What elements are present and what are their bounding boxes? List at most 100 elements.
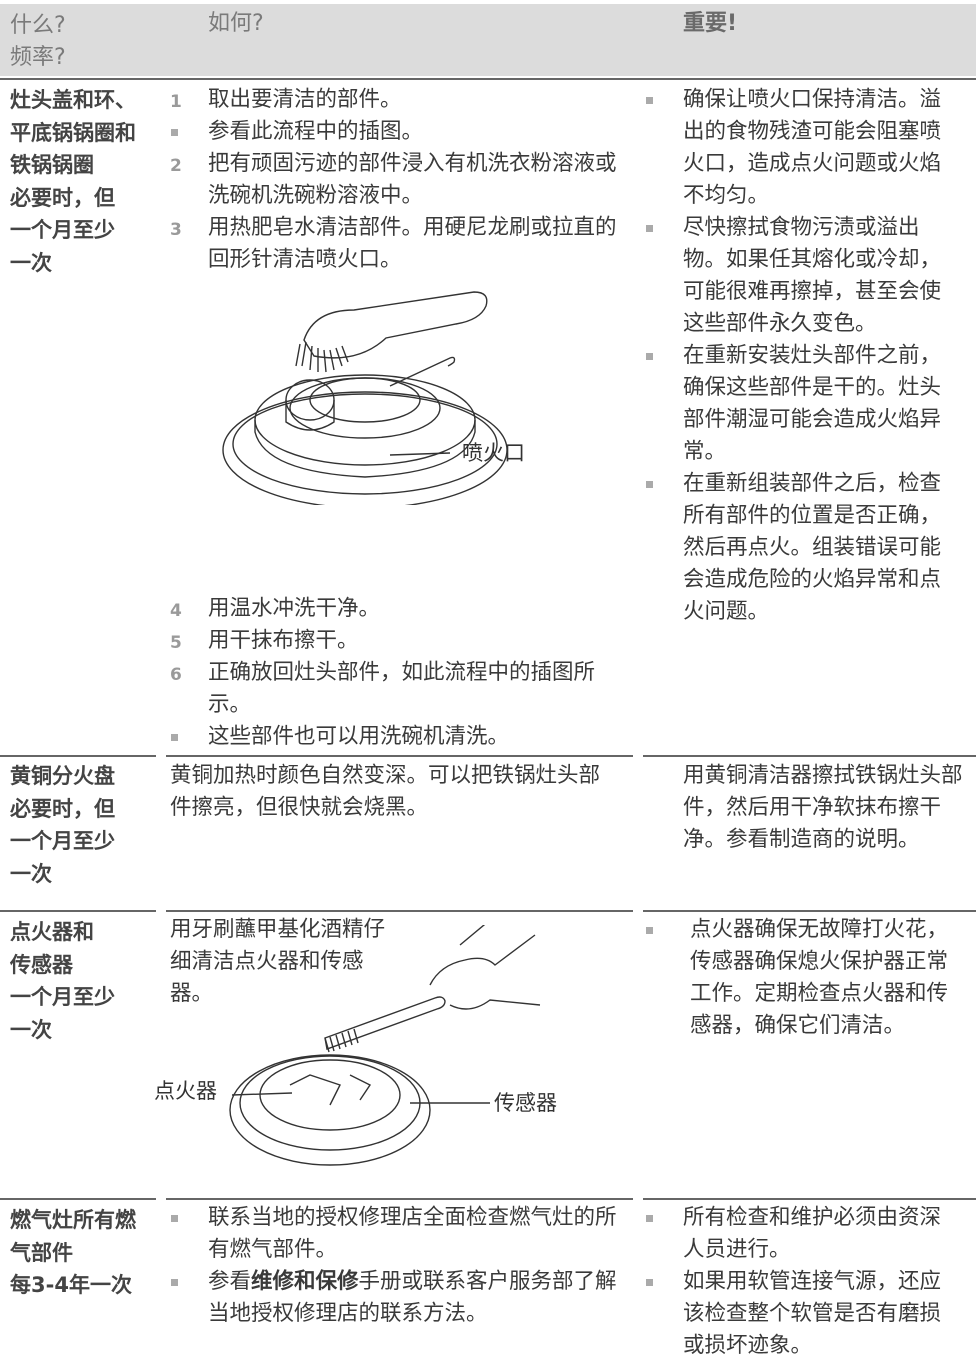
step-text: 用温水冲洗干净。 (208, 596, 381, 621)
item-line: 一次 (10, 250, 52, 275)
bullet (646, 1279, 653, 1286)
item-line: 黄铜分火盘 (10, 764, 115, 788)
frequency-cell: 灶头盖和环、 平底锅锅圈和 铁锅锅圈 必要时，但 一个月至少 一次 (10, 84, 160, 279)
text-part: 参看 (208, 1269, 252, 1294)
bullet (171, 1215, 178, 1222)
header-bar (0, 4, 976, 76)
list-item: 如果用软管连接气源，还应该检查整个软管是否有磨损或损坏迹象。 (645, 1266, 961, 1362)
item-line: 一个月至少 (10, 829, 115, 853)
figure-label: 点火器 (154, 1079, 217, 1103)
item-line: 燃气灶所有燃 (10, 1208, 136, 1232)
list: 联系当地的授权修理店全面检查燃气灶的所有燃气部件。 参看维修和保修手册或联系客户服… (170, 1202, 622, 1330)
row-separator (643, 1198, 976, 1200)
item-line: 每3-4年一次 (10, 1273, 132, 1297)
row-separator (166, 910, 633, 912)
list: 点火器确保无故障打火花，传感器确保熄火保护器正常工作。定期检查点火器和传感器，确… (645, 914, 965, 1042)
row-separator (643, 910, 976, 912)
list-item: 5 用干抹布擦干。 (170, 625, 622, 657)
step-text: 这些部件也可以用洗碗机清洗。 (208, 724, 510, 749)
step-text: 参看此流程中的插图。 (208, 119, 424, 144)
bullet (171, 734, 178, 741)
bullet-text: 如果用软管连接气源，还应该检查整个软管是否有磨损或损坏迹象。 (683, 1269, 942, 1358)
header-text: 什么? (10, 13, 66, 38)
step-number: 5 (170, 633, 182, 653)
list: 确保让喷火口保持清洁。溢出的食物残渣可能会阻塞喷火口，造成点火问题或火焰不均匀。… (645, 84, 961, 628)
bullet-text: 点火器确保无故障打火花，传感器确保熄火保护器正常工作。定期检查点火器和传感器，确… (690, 917, 949, 1038)
step-text: 取出要清洁的部件。 (208, 87, 402, 112)
bullet (646, 1215, 653, 1222)
list-item: 联系当地的授权修理店全面检查燃气灶的所有燃气部件。 (170, 1202, 622, 1266)
step-number: 6 (170, 665, 182, 685)
list-item: 在重新安装灶头部件之前，确保这些部件是干的。灶头部件潮湿可能会造成火焰异常。 (645, 340, 961, 468)
row-separator (166, 755, 633, 757)
item-line: 一个月至少 (10, 218, 115, 242)
bullet-text: 在重新安装灶头部件之前，确保这些部件是干的。灶头部件潮湿可能会造成火焰异常。 (683, 343, 942, 464)
frequency-cell: 点火器和 传感器 一个月至少 一次 (10, 916, 160, 1046)
item-line: 点火器和 (10, 920, 94, 944)
item-line: 传感器 (10, 952, 73, 977)
list-item: 尽快擦拭食物污渍或溢出物。如果任其熔化或冷却，可能很难再擦掉，甚至会使这些部件永… (645, 212, 961, 340)
burner-illustration: 喷火口 (222, 291, 525, 505)
step-number: 4 (170, 601, 182, 621)
how-text: 黄铜加热时颜色自然变深。可以把铁锅灶头部件擦亮，但很快就会烧黑。 (170, 763, 601, 820)
item-line: 一次 (10, 1017, 52, 1042)
frequency-cell: 燃气灶所有燃 气部件每3-4年一次 (10, 1204, 160, 1302)
how-text: 用牙刷蘸甲基化酒精仔细清洁点火器和传感器。 (170, 917, 386, 1006)
list: 4 用温水冲洗干净。 5 用干抹布擦干。 6 正确放回灶头部件，如此流程中的插图所示。这些… (170, 593, 622, 753)
bullet-text: 在重新组装部件之后，检查所有部件的位置是否正确，然后再点火。组装错误可能会造成危… (683, 471, 942, 624)
list-item: 在重新组装部件之后，检查所有部件的位置是否正确，然后再点火。组装错误可能会造成危… (645, 468, 961, 628)
step-text: 用热肥皂水清洁部件。用硬尼龙刷或拉直的回形针清洁喷火口。 (208, 215, 617, 272)
bullet (646, 225, 653, 232)
bullet-text: 确保让喷火口保持清洁。溢出的食物残渣可能会阻塞喷火口，造成点火问题或火焰不均匀。 (683, 87, 942, 208)
list-item: 2 把有顽固污迹的部件浸入有机洗衣粉溶液或洗碗机洗碗粉溶液中。 (170, 148, 622, 212)
step-text: 正确放回灶头部件，如此流程中的插图所示。 (208, 660, 596, 717)
item-line: 气部件 (10, 1240, 73, 1265)
row-separator (0, 78, 976, 80)
list-item: 所有检查和维护必须由资深人员进行。 (645, 1202, 961, 1266)
row-separator (166, 1198, 633, 1200)
text-part: 手册或联系客户服务部了解当地授权修理店的联系方法。 (208, 1269, 617, 1326)
bullet (171, 129, 178, 136)
figure-label: 喷火口 (462, 441, 525, 465)
text-part: 维修和保修 (251, 1269, 359, 1294)
step-text: 把有顽固污迹的部件浸入有机洗衣粉溶液或洗碗机洗碗粉溶液中。 (208, 151, 617, 208)
step-number: 3 (170, 220, 182, 240)
igniter-illustration: 点火器传感器 (154, 925, 557, 1166)
list-item: 这些部件也可以用洗碗机清洗。 (170, 721, 622, 753)
list-item: 参看此流程中的插图。 (170, 116, 622, 148)
header-how: 如何? (208, 11, 264, 36)
item-line: 一次 (10, 861, 52, 886)
bullet-text: 所有检查和维护必须由资深人员进行。 (683, 1205, 942, 1262)
list: 1 取出要清洁的部件。 参看此流程中的插图。 2 把有顽固污迹的部件浸入有机洗衣粉溶液或… (170, 84, 622, 276)
row-separator (0, 755, 156, 757)
list-item: 参看维修和保修手册或联系客户服务部了解当地授权修理店的联系方法。 (170, 1266, 622, 1330)
list-item: 6 正确放回灶头部件，如此流程中的插图所示。 (170, 657, 622, 721)
step-number: 2 (170, 156, 182, 176)
header-important: 重要! (683, 11, 738, 36)
bullet (646, 97, 653, 104)
bullet (171, 1279, 178, 1286)
row-separator (643, 755, 976, 757)
figure-label: 传感器 (494, 1091, 557, 1115)
item-line: 平底锅锅圈和 (10, 120, 136, 145)
bullet (646, 353, 653, 360)
item-line: 铁锅锅圈 (10, 153, 94, 177)
bullet (646, 481, 653, 488)
row-separator (0, 1198, 156, 1200)
list-item: 1 取出要清洁的部件。 (170, 84, 622, 116)
step-text: 用干抹布擦干。 (208, 628, 359, 653)
step-number: 1 (170, 92, 182, 112)
item-line: 必要时，但 (10, 796, 115, 821)
frequency-cell: 黄铜分火盘必要时，但一个月至少一次 (10, 760, 160, 890)
list-item: 3 用热肥皂水清洁部件。用硬尼龙刷或拉直的回形针清洁喷火口。 (170, 212, 622, 276)
header-what: 什么? 频率? (10, 10, 66, 74)
list-item: 点火器确保无故障打火花，传感器确保熄火保护器正常工作。定期检查点火器和传感器，确… (645, 914, 965, 1042)
item-line: 必要时，但 (10, 185, 115, 210)
list: 所有检查和维护必须由资深人员进行。如果用软管连接气源，还应该检查整个软管是否有磨… (645, 1202, 961, 1362)
text-part: 联系当地的授权修理店全面检查燃气灶的所有燃气部件。 (208, 1205, 617, 1262)
bullet-text: 尽快擦拭食物污渍或溢出物。如果任其熔化或冷却，可能很难再擦掉，甚至会使这些部件永… (683, 215, 942, 336)
important-text: 用黄铜清洁器擦拭铁锅灶头部件，然后用干净软抹布擦干净。参看制造商的说明。 (683, 763, 963, 852)
list-item: 4 用温水冲洗干净。 (170, 593, 622, 625)
bullet (646, 927, 653, 934)
